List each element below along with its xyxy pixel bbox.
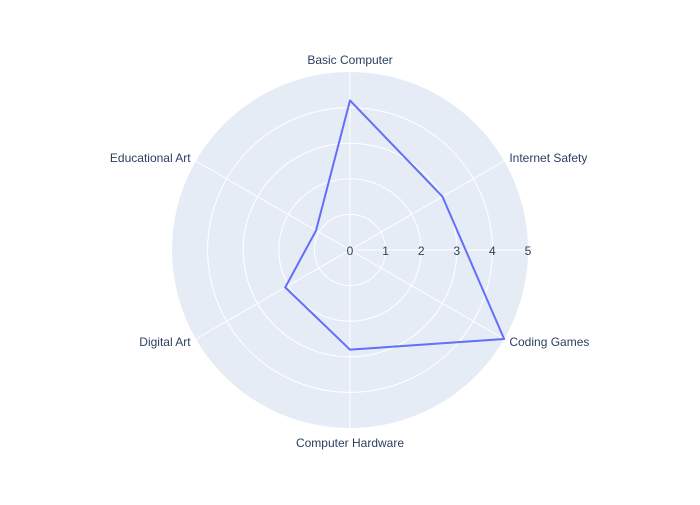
radial-tick-label: 3 [453,244,460,258]
radial-tick-label: 5 [525,244,532,258]
radial-tick-label: 0 [347,244,354,258]
category-label: Digital Art [139,335,191,349]
radial-tick-labels: 0 1 2 3 4 5 [347,244,532,258]
grid-spoke [195,160,351,251]
category-label: Coding Games [509,335,589,349]
category-label: Educational Art [110,151,191,165]
grid-spoke [349,249,505,340]
category-label: Basic Computer [307,53,392,67]
grid-spoke [349,160,505,251]
grid-spoke [195,249,351,340]
radial-tick-label: 2 [418,244,425,258]
category-label: Internet Safety [509,151,587,165]
series-line [284,99,506,351]
angular-grid-spokes [195,72,528,428]
series-layer [284,99,506,351]
radial-tick-label: 1 [382,244,389,258]
category-label: Computer Hardware [296,436,404,450]
category-labels: Basic Computer Internet Safety Coding Game… [110,53,589,450]
radial-tick-label: 4 [489,244,496,258]
